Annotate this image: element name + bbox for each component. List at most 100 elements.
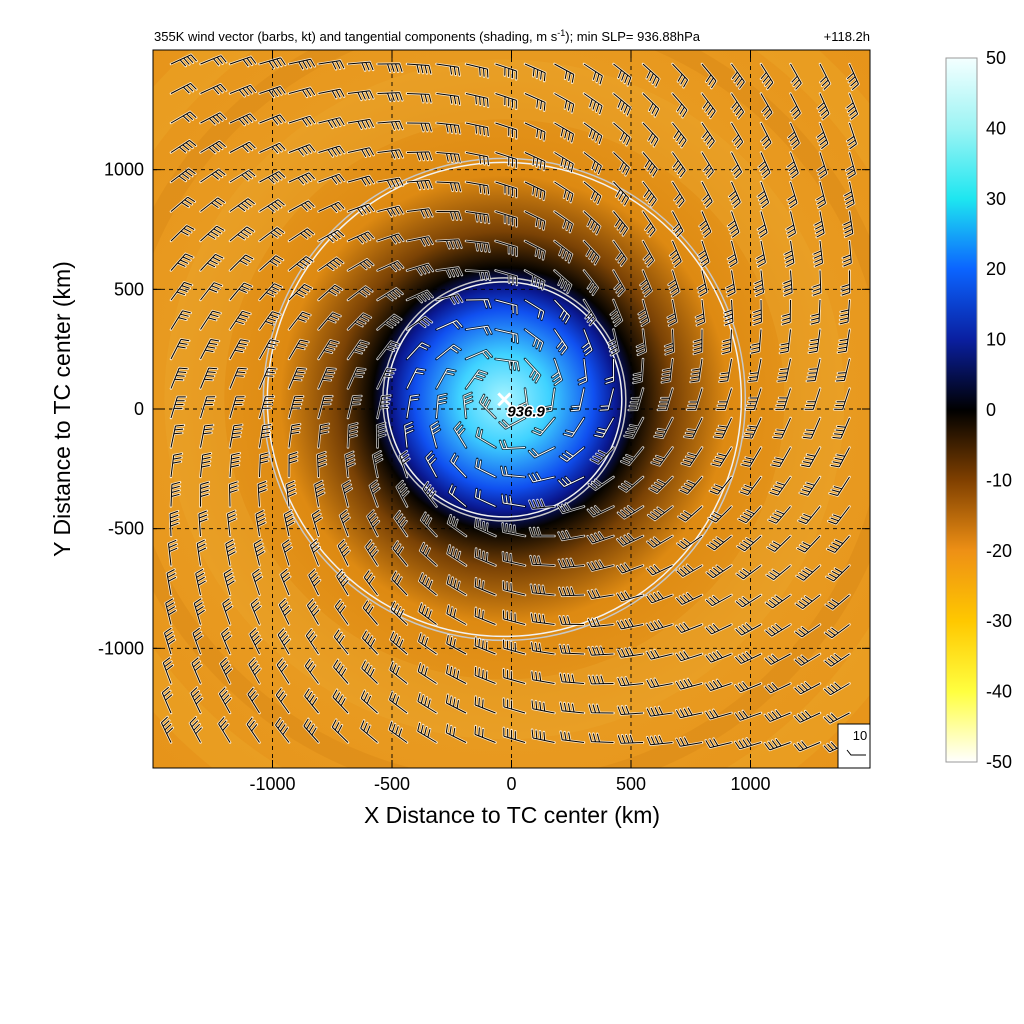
wind-barb	[559, 673, 585, 684]
wind-barb	[318, 88, 345, 99]
wind-barb	[347, 422, 358, 448]
wind-barb	[705, 738, 732, 749]
wind-barb	[162, 657, 174, 684]
wind-barb	[347, 90, 374, 101]
wind-barb	[474, 726, 496, 743]
wind-barb	[479, 394, 496, 419]
wind-barb	[170, 396, 186, 419]
wind-barb	[679, 476, 703, 494]
wind-barb	[246, 717, 260, 743]
wind-barb	[783, 270, 793, 296]
wind-barb	[227, 510, 237, 537]
wind-barb	[588, 704, 614, 714]
wind-barb	[790, 63, 802, 90]
wind-barb	[288, 395, 304, 419]
wind-barb	[347, 313, 372, 330]
wind-barb	[709, 476, 732, 495]
wind-barb	[317, 451, 327, 478]
wind-barb	[259, 311, 281, 330]
wind-barb	[701, 181, 713, 208]
wind-barb	[605, 358, 615, 384]
wind-barb	[347, 61, 374, 71]
wind-barb	[463, 392, 473, 419]
wind-barb	[465, 349, 493, 360]
wind-barb	[318, 145, 345, 157]
wind-barb	[229, 141, 256, 153]
wind-barb	[275, 717, 290, 743]
colorbar-tick-label: 10	[986, 330, 1006, 350]
reference-barb-value: 10	[853, 728, 867, 743]
colorbar-tick-label: 30	[986, 189, 1006, 209]
wind-barb	[170, 253, 194, 271]
wind-barb	[697, 270, 708, 297]
wind-barb	[621, 447, 644, 466]
wind-barb	[198, 510, 208, 537]
wind-barb	[667, 299, 677, 326]
wind-barb	[676, 737, 703, 747]
wind-barb	[583, 240, 600, 265]
wind-barb	[164, 627, 176, 655]
wind-barb	[687, 388, 703, 411]
wind-barb	[222, 598, 233, 625]
wind-barb	[399, 450, 410, 478]
wind-barb	[200, 140, 226, 154]
plot-area: 936.9 -1000 -500 0 500 1000 -1000 -500 0 500 100…	[98, 49, 871, 794]
colorbar-tick-label: -50	[986, 752, 1012, 772]
wind-barb	[200, 396, 216, 419]
wind-barb	[819, 63, 831, 90]
y-tick-label: -500	[108, 519, 144, 539]
wind-barb	[278, 598, 292, 625]
wind-barb	[377, 92, 403, 102]
wind-barb	[524, 299, 545, 320]
wind-barb	[530, 613, 555, 625]
wind-barb	[474, 548, 496, 566]
wind-barb	[200, 424, 214, 448]
wind-barb	[613, 93, 631, 116]
wind-barb	[259, 171, 286, 184]
wind-barb	[436, 267, 463, 278]
wind-barb	[318, 312, 341, 330]
wind-barb	[170, 139, 197, 153]
wind-barb	[225, 539, 236, 566]
wind-barb	[766, 565, 791, 581]
wind-barb	[695, 299, 705, 326]
wind-barb	[846, 93, 859, 120]
wind-barb	[669, 240, 682, 268]
wind-barb	[474, 518, 496, 537]
wind-barb	[309, 539, 321, 566]
wind-barb	[495, 211, 517, 227]
wind-barb	[587, 589, 614, 599]
wind-barb	[436, 320, 463, 330]
wind-barb	[288, 200, 315, 212]
wind-barb	[823, 712, 850, 724]
wind-barb	[588, 476, 614, 490]
wind-barb	[259, 57, 286, 69]
wind-barb	[784, 240, 795, 267]
wind-barb	[794, 681, 821, 695]
wind-barb	[678, 506, 703, 522]
wind-barb	[722, 329, 732, 355]
wind-barb	[743, 417, 762, 439]
wind-barb	[170, 338, 190, 360]
wind-barb	[502, 552, 526, 566]
wind-barb	[765, 623, 791, 637]
wind-barb	[530, 555, 555, 566]
wind-barb	[161, 686, 173, 714]
wind-barb	[823, 682, 850, 696]
wind-barb	[642, 211, 656, 237]
colorbar-tick-label: 40	[986, 118, 1006, 138]
wind-barb	[318, 173, 345, 185]
wind-barb	[816, 181, 826, 209]
wind-barb	[288, 452, 298, 478]
wind-barb	[377, 287, 403, 301]
wind-barb	[554, 63, 575, 83]
wind-barb	[406, 290, 433, 303]
wind-barb	[288, 115, 316, 126]
wind-barb	[701, 122, 715, 149]
wind-barb	[705, 650, 732, 663]
wind-barb	[764, 682, 791, 694]
wind-barb	[797, 535, 821, 553]
wind-barb	[436, 181, 462, 192]
wind-barb	[286, 480, 296, 507]
wind-barb	[665, 329, 674, 355]
